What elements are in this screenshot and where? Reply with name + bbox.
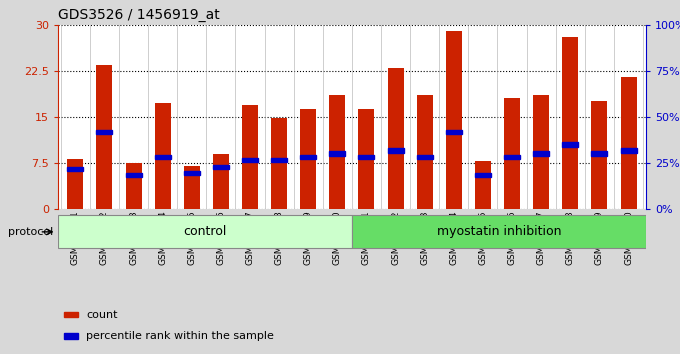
Bar [97,130,112,134]
Text: protocol: protocol [8,227,54,237]
Text: GDS3526 / 1456919_at: GDS3526 / 1456919_at [58,8,220,22]
Bar [388,148,404,153]
Bar [154,155,171,159]
Bar [126,163,141,209]
Text: myostatin inhibition: myostatin inhibition [437,225,561,238]
Bar [300,109,316,209]
Bar [446,31,462,209]
Bar [475,161,491,209]
Bar [417,155,432,159]
Bar [242,158,258,162]
Bar [126,173,141,177]
Bar [504,155,520,159]
Bar [592,102,607,209]
Bar [533,95,549,209]
Bar [417,95,432,209]
Bar [184,166,200,209]
Bar [213,154,229,209]
Bar [621,77,636,209]
Bar [446,130,462,134]
Bar [64,333,78,339]
Bar [271,118,287,209]
Bar [388,68,404,209]
Bar [592,152,607,156]
Bar [562,142,578,147]
Bar [300,155,316,159]
Bar [329,152,345,156]
Text: percentile rank within the sample: percentile rank within the sample [86,331,274,341]
Bar [67,159,83,209]
Text: count: count [86,309,118,320]
Bar [329,95,345,209]
Bar [504,98,520,209]
Bar [562,37,578,209]
Bar [621,148,636,153]
Bar [533,152,549,156]
Bar [58,215,352,248]
Bar [358,109,375,209]
Bar [352,215,646,248]
Text: control: control [183,225,226,238]
Bar [271,158,287,162]
Bar [67,167,83,171]
Bar [154,103,171,209]
Bar [97,65,112,209]
Bar [475,173,491,177]
Bar [64,312,78,317]
Bar [184,171,200,176]
Bar [213,165,229,169]
Bar [242,104,258,209]
Bar [358,155,375,159]
